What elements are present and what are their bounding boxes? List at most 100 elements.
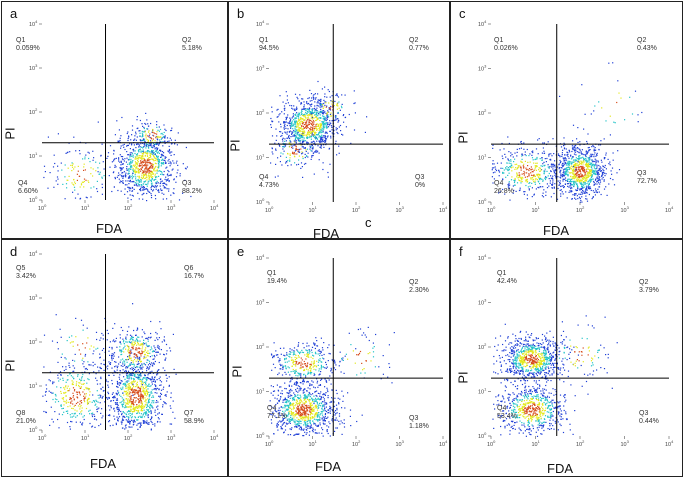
event-dot — [153, 132, 155, 134]
event-dot — [277, 116, 279, 118]
event-dot — [128, 162, 130, 164]
event-dot — [526, 180, 529, 182]
event-dot — [518, 175, 520, 177]
event-dot — [99, 383, 101, 385]
event-dot — [111, 354, 113, 357]
event-dot — [87, 180, 89, 182]
event-dot — [160, 178, 162, 180]
event-dot — [174, 143, 176, 145]
event-dot — [579, 144, 581, 146]
event-dot — [332, 109, 334, 111]
event-dot — [142, 157, 144, 160]
event-dot — [593, 184, 595, 186]
event-dot — [503, 169, 505, 171]
event-dot — [134, 354, 136, 356]
event-dot — [524, 160, 526, 162]
event-dot — [148, 178, 150, 180]
event-dot — [325, 122, 327, 124]
event-dot — [313, 129, 315, 131]
event-dot — [285, 162, 287, 164]
event-dot — [118, 157, 120, 159]
event-dot — [536, 156, 538, 159]
quadrant-label-top-left: Q1 94.5% — [259, 37, 279, 53]
event-dot — [141, 158, 143, 160]
event-dot — [126, 184, 128, 186]
event-dot — [586, 165, 588, 167]
event-dot — [130, 378, 132, 380]
event-dot — [134, 375, 136, 377]
event-dot — [512, 156, 514, 158]
event-dot — [107, 384, 109, 386]
event-dot — [602, 166, 604, 168]
event-dot — [597, 172, 599, 174]
event-dot — [49, 172, 51, 174]
event-dot — [131, 404, 133, 406]
event-dot — [162, 182, 164, 185]
quadrant-name: Q1 — [494, 37, 504, 44]
event-dot — [504, 153, 506, 155]
event-dot — [158, 348, 161, 350]
event-dot — [310, 113, 312, 115]
event-dot — [565, 180, 567, 182]
event-dot — [519, 165, 521, 167]
event-dot — [505, 176, 507, 178]
event-dot — [169, 405, 171, 407]
event-dot — [581, 165, 583, 168]
event-dot — [566, 183, 569, 185]
event-dot — [312, 108, 314, 110]
event-dot — [284, 123, 286, 125]
event-dot — [136, 327, 139, 329]
event-dot — [306, 102, 308, 104]
event-dot — [141, 403, 143, 405]
event-dot — [143, 351, 145, 353]
event-dot — [592, 163, 594, 165]
event-dot — [138, 185, 140, 187]
event-dot — [127, 389, 129, 391]
event-dot — [572, 180, 574, 182]
event-dot — [93, 413, 95, 416]
event-dot — [492, 172, 494, 174]
event-dot — [550, 159, 552, 161]
event-dot — [551, 155, 553, 157]
event-dot — [160, 392, 162, 394]
event-dot — [140, 151, 142, 153]
event-dot — [301, 110, 303, 112]
event-dot — [150, 175, 152, 177]
event-dot — [149, 179, 151, 181]
event-dot — [153, 379, 155, 381]
event-dot — [163, 353, 165, 355]
event-dot — [299, 123, 301, 125]
event-dot — [134, 406, 136, 409]
panel-letter-b: b — [237, 6, 245, 21]
event-dot — [292, 108, 294, 110]
event-dot — [271, 106, 273, 108]
event-dot — [523, 174, 525, 176]
event-dot — [567, 179, 569, 181]
event-dot — [136, 185, 138, 187]
event-dot — [81, 181, 83, 183]
event-dot — [129, 396, 131, 398]
event-dot — [587, 160, 589, 162]
event-dot — [135, 354, 137, 357]
event-dot — [144, 381, 146, 383]
event-dot — [155, 349, 157, 351]
event-dot — [598, 164, 600, 167]
event-dot — [320, 139, 322, 141]
event-dot — [330, 100, 332, 102]
event-dot — [120, 380, 122, 382]
event-dot — [111, 379, 113, 382]
event-dot — [141, 410, 143, 412]
event-dot — [589, 181, 591, 183]
event-dot — [131, 344, 133, 346]
event-dot — [608, 183, 610, 185]
event-dot — [286, 161, 288, 163]
event-dot — [609, 115, 611, 117]
event-dot — [154, 376, 156, 378]
event-dot — [138, 155, 140, 157]
event-dot — [117, 383, 119, 385]
event-dot — [161, 172, 163, 174]
event-dot — [163, 336, 165, 338]
event-dot — [312, 120, 315, 122]
event-dot — [152, 173, 154, 175]
event-dot — [518, 179, 520, 181]
